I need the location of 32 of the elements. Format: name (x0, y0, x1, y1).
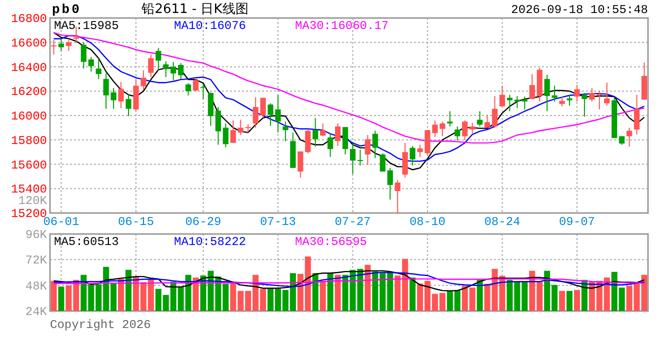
text: MA30:56595 (295, 235, 368, 249)
series-label: MA5:15985 (54, 19, 119, 33)
text: 120K (18, 194, 48, 208)
y-tick-label: 16800 (10, 12, 47, 26)
text: MA10:58222 (174, 235, 246, 249)
y-tick-label: 16200 (10, 85, 47, 100)
text: MA5:60513 (54, 235, 119, 249)
y-tick-label: 48K (25, 279, 48, 294)
line-series (53, 272, 645, 288)
y-tick-label: 72K (25, 254, 48, 268)
text: Copyright 2026 (50, 318, 151, 332)
y-tick-label: 15400 (10, 182, 47, 197)
x-tick-label: 07-27 (334, 215, 371, 229)
y-tick-label: 96K (25, 228, 48, 242)
x-tick-label: 09-07 (558, 215, 595, 229)
line-series (53, 270, 645, 292)
text: MA10:16076 (174, 19, 246, 33)
x-tick-label: 06-29 (185, 215, 222, 229)
chart-subtitle: pb0 (52, 2, 82, 17)
y-tick-label: 15600 (10, 158, 47, 172)
y-tick-label: 16400 (10, 60, 47, 75)
x-tick-label: 08-10 (409, 215, 446, 229)
x-tick-label: 08-24 (484, 215, 520, 229)
x-tick-label: 07-13 (260, 215, 296, 229)
x-tick-label: 06-15 (118, 215, 154, 229)
y-tick-label: 24K (25, 305, 48, 319)
y-tick-label: 15800 (10, 134, 47, 148)
y-tick-label: 16000 (10, 110, 47, 124)
text: MA30:16060.17 (295, 19, 389, 33)
text: 2026-09-18 10:55:48 (511, 3, 648, 17)
y-tick-label: 16600 (10, 36, 47, 50)
chart-title: 铅2611 - 日K线图 (140, 2, 248, 17)
